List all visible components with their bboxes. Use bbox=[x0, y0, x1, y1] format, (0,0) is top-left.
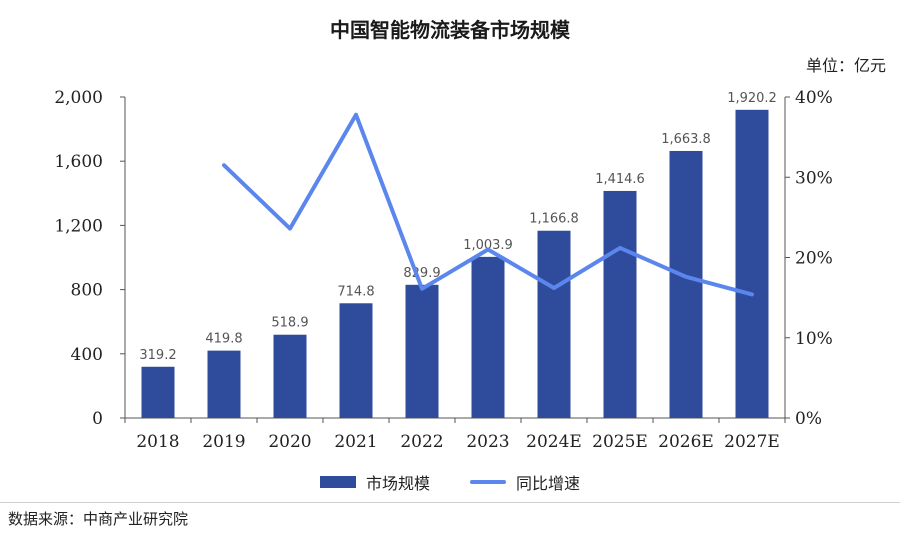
bar bbox=[405, 284, 439, 418]
y-right-tick-label: 40% bbox=[795, 88, 833, 108]
growth-line bbox=[222, 112, 754, 297]
bar-value-label: 419.8 bbox=[205, 332, 242, 347]
bar bbox=[537, 230, 571, 418]
bar bbox=[339, 303, 373, 418]
chart-title: 中国智能物流装备市场规模 bbox=[330, 18, 570, 42]
legend-swatch-bar bbox=[319, 476, 356, 488]
y-right-tick-label: 10% bbox=[795, 329, 833, 349]
legend-label-line: 同比增速 bbox=[516, 474, 581, 493]
legend-item-line: 同比增速 bbox=[470, 470, 580, 494]
x-tick-label: 2027E bbox=[724, 432, 780, 452]
bar-value-label: 714.8 bbox=[337, 284, 374, 299]
unit-label: 单位：亿元 bbox=[805, 56, 886, 75]
bar bbox=[273, 334, 307, 418]
x-tick-label: 2019 bbox=[202, 432, 245, 452]
legend: 市场规模 同比增速 bbox=[0, 470, 900, 494]
bar-value-label: 1,003.9 bbox=[463, 238, 513, 253]
bar bbox=[471, 256, 505, 418]
legend-label-bar: 市场规模 bbox=[365, 474, 430, 493]
y-right-tick-label: 0% bbox=[795, 409, 822, 429]
bar-value-label: 1,166.8 bbox=[529, 212, 579, 227]
divider bbox=[0, 502, 900, 503]
x-tick-label: 2021 bbox=[334, 432, 377, 452]
y-right-tick-label: 20% bbox=[795, 249, 833, 269]
x-tick-label: 2018 bbox=[136, 432, 179, 452]
x-tick-label: 2020 bbox=[268, 432, 311, 452]
y-left-tick-label: 2,000 bbox=[54, 88, 103, 108]
legend-item-bar: 市场规模 bbox=[319, 470, 430, 494]
y-left-tick-label: 1,600 bbox=[54, 152, 103, 172]
y-left-tick-label: 0 bbox=[92, 409, 103, 429]
x-tick-label: 2022 bbox=[400, 432, 443, 452]
bar-value-label: 1,414.6 bbox=[595, 172, 645, 187]
y-left-tick-label: 400 bbox=[71, 345, 103, 365]
x-tick-label: 2023 bbox=[466, 432, 509, 452]
bar-value-label: 1,663.8 bbox=[661, 132, 711, 147]
bar-value-label: 319.2 bbox=[139, 348, 176, 363]
bar bbox=[735, 109, 769, 419]
x-tick-label: 2024E bbox=[526, 432, 582, 452]
bar-value-label: 829.9 bbox=[403, 266, 440, 281]
x-tick-label: 2025E bbox=[592, 432, 648, 452]
bar bbox=[207, 350, 241, 418]
y-left-tick-label: 1,200 bbox=[54, 216, 103, 236]
bar bbox=[141, 366, 175, 418]
bar bbox=[603, 190, 637, 418]
source-note: 数据来源：中商产业研究院 bbox=[8, 510, 189, 528]
chart-canvas: 0 400 800 1,200 1,600 2,000 0% 10% 20% 30% 40% 319.… bbox=[54, 88, 833, 452]
y-right-tick-label: 30% bbox=[795, 168, 833, 188]
bar-value-label: 1,920.2 bbox=[727, 91, 777, 106]
bar-value-label: 518.9 bbox=[271, 316, 308, 331]
y-left-tick-label: 800 bbox=[71, 281, 103, 301]
legend-swatch-line bbox=[470, 480, 506, 484]
bar bbox=[669, 150, 703, 419]
x-tick-label: 2026E bbox=[658, 432, 714, 452]
